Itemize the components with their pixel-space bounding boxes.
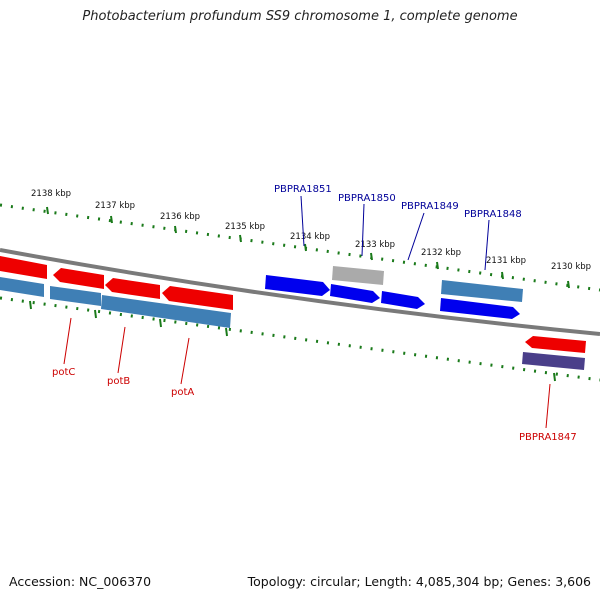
major-tick xyxy=(225,327,228,337)
gene-box-pbpra1850[interactable] xyxy=(332,266,384,285)
reverse-genes xyxy=(0,256,586,353)
major-tick xyxy=(501,271,504,280)
gene-label[interactable]: PBPRA1847 xyxy=(519,432,577,443)
major-tick xyxy=(436,261,439,270)
gene-arrow-pbpra1848[interactable] xyxy=(440,298,520,319)
major-tick xyxy=(553,372,556,382)
accession-label: Accession: NC_006370 xyxy=(9,574,152,589)
chromosome-backbone xyxy=(0,248,600,336)
scale-label: 2136 kbp xyxy=(160,212,200,222)
major-tick xyxy=(304,243,307,252)
gene-arrow-left-edge[interactable] xyxy=(0,256,47,279)
gene-label[interactable]: potB xyxy=(107,376,130,387)
leader-line xyxy=(545,383,551,429)
genome-summary: Topology: circular; Length: 4,085,304 bp… xyxy=(247,574,591,589)
leader-line xyxy=(361,203,365,257)
map-title: Photobacterium profundum SS9 chromosome … xyxy=(82,9,518,24)
cds-bars xyxy=(0,277,523,328)
gene-arrow-pbpra1849[interactable] xyxy=(330,284,380,303)
major-tick xyxy=(239,234,242,243)
forward-genes xyxy=(265,275,520,319)
major-tick xyxy=(29,300,32,310)
gene-arrow-pota[interactable] xyxy=(162,286,233,310)
scale-label: 2130 kbp xyxy=(551,262,591,272)
gene-arrow-potb[interactable] xyxy=(105,278,160,299)
gene-label[interactable]: PBPRA1848 xyxy=(464,209,522,220)
major-tick xyxy=(567,280,570,289)
major-tick xyxy=(110,215,113,224)
gene-arrow-pbpra1849-part[interactable] xyxy=(381,291,425,309)
leader-line xyxy=(300,195,305,247)
cds-bar[interactable] xyxy=(101,295,231,328)
gene-label[interactable]: PBPRA1849 xyxy=(401,201,459,212)
gene-label[interactable]: potC xyxy=(52,367,75,378)
scale-label: 2132 kbp xyxy=(421,248,461,258)
scale-label: 2135 kbp xyxy=(225,222,265,232)
gene-label[interactable]: PBPRA1851 xyxy=(274,184,332,195)
scale-label: 2131 kbp xyxy=(486,256,526,266)
major-tick xyxy=(46,206,49,215)
gene-arrow-potc[interactable] xyxy=(53,268,104,289)
major-tick xyxy=(159,318,162,328)
major-tick xyxy=(94,309,97,319)
gene-label[interactable]: potA xyxy=(171,387,194,398)
scale-label: 2137 kbp xyxy=(95,201,135,211)
leader-line xyxy=(63,317,72,365)
leader-line xyxy=(117,326,126,374)
leader-line xyxy=(407,212,425,261)
cds-bar[interactable] xyxy=(50,286,101,306)
cds-bar[interactable] xyxy=(0,277,44,297)
cds-bar[interactable] xyxy=(441,280,523,302)
gene-arrow-pbpra1851[interactable] xyxy=(265,275,330,296)
major-tick xyxy=(370,252,373,261)
gene-arrow-pbpra1847[interactable] xyxy=(525,336,586,353)
gene-label[interactable]: PBPRA1850 xyxy=(338,193,396,204)
scale-label: 2138 kbp xyxy=(31,189,71,199)
scale-label: 2133 kbp xyxy=(355,240,395,250)
feature-box-pbpra1847[interactable] xyxy=(522,352,585,370)
lower-scale-track xyxy=(0,296,600,382)
leader-line xyxy=(180,337,190,385)
scale-label: 2134 kbp xyxy=(290,232,330,242)
leader-line xyxy=(484,219,490,271)
major-tick xyxy=(174,225,177,234)
upper-scale-track xyxy=(0,203,600,292)
